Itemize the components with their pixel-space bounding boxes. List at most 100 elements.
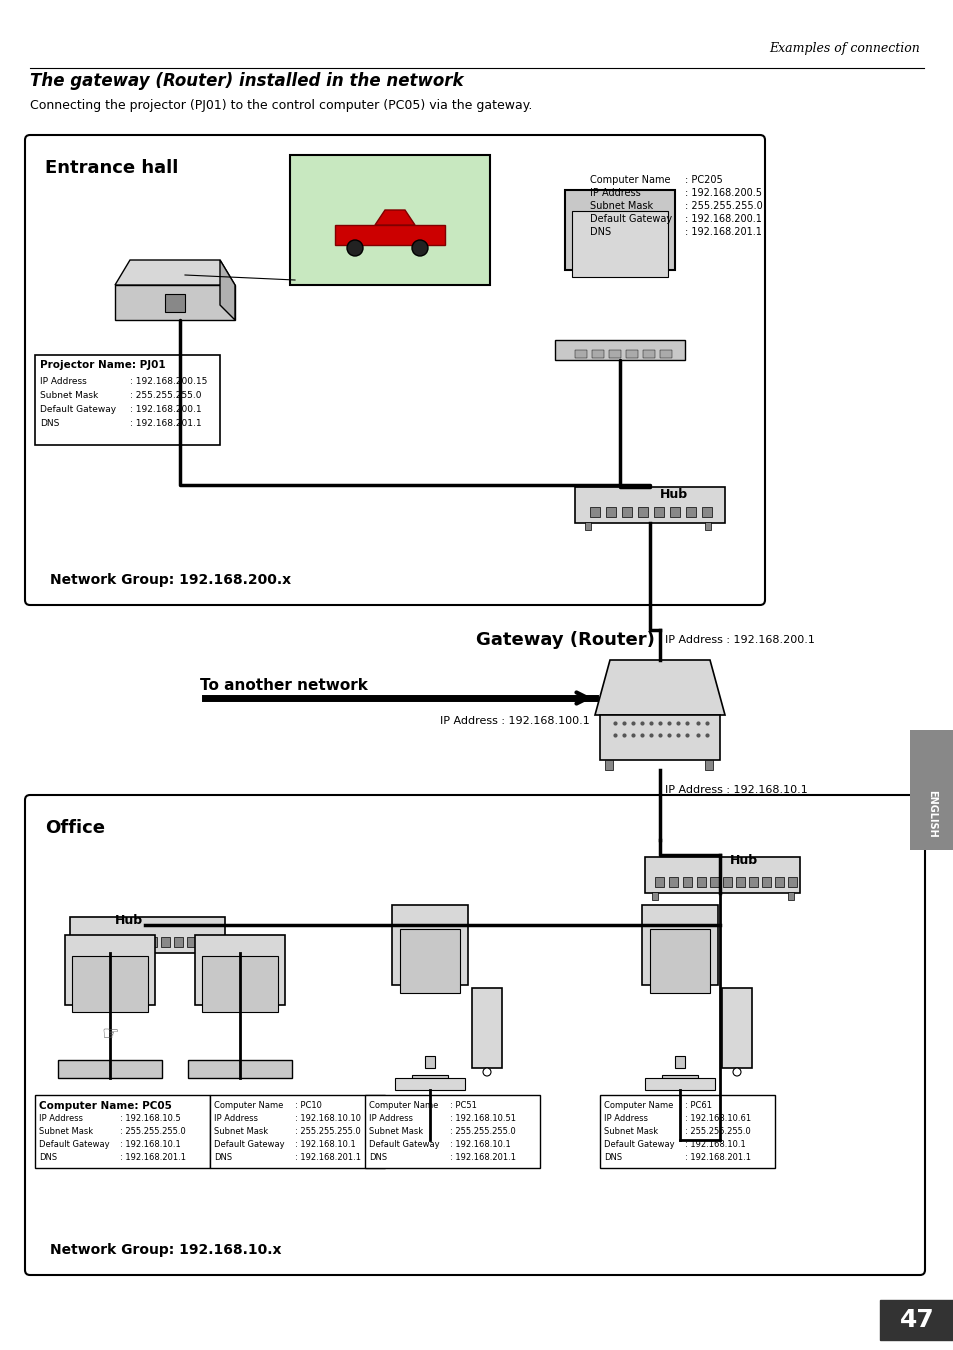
Text: IP Address : 192.168.10.1: IP Address : 192.168.10.1 (664, 784, 807, 795)
Circle shape (482, 1068, 491, 1076)
Polygon shape (115, 285, 234, 320)
Bar (555, 340, 684, 360)
Bar (685, 508, 696, 517)
Bar (787, 892, 793, 900)
Polygon shape (220, 261, 234, 320)
Bar (638, 508, 647, 517)
Bar (395, 1079, 464, 1089)
Bar (589, 508, 599, 517)
Bar (135, 937, 144, 946)
Text: : 192.168.201.1: : 192.168.201.1 (684, 227, 761, 238)
Text: Computer Name: PC05: Computer Name: PC05 (39, 1102, 172, 1111)
Polygon shape (115, 261, 234, 285)
Bar (621, 508, 631, 517)
Bar (599, 716, 720, 760)
Bar (71, 956, 148, 1012)
Text: Subnet Mask: Subnet Mask (369, 1127, 423, 1135)
Text: : 192.168.201.1: : 192.168.201.1 (684, 1153, 750, 1162)
Text: Computer Name: Computer Name (213, 1102, 283, 1110)
Bar (774, 878, 783, 887)
Text: DNS: DNS (369, 1153, 387, 1162)
Bar (575, 350, 586, 358)
Bar (187, 937, 195, 946)
Text: DNS: DNS (589, 227, 611, 238)
Circle shape (732, 1068, 740, 1076)
Text: IP Address: IP Address (589, 188, 640, 198)
Bar (213, 937, 222, 946)
Bar (909, 730, 953, 850)
Text: Computer Name: Computer Name (589, 176, 670, 185)
Bar (735, 878, 744, 887)
Bar (165, 294, 185, 312)
Bar (108, 937, 117, 946)
Text: : PC61: : PC61 (684, 1102, 711, 1110)
Bar (668, 878, 678, 887)
Text: IP Address : 192.168.200.1: IP Address : 192.168.200.1 (664, 634, 814, 645)
Text: Default Gateway: Default Gateway (40, 405, 116, 414)
Text: Office: Office (45, 819, 105, 837)
Bar (644, 1079, 714, 1089)
Text: 47: 47 (899, 1308, 933, 1332)
Text: DNS: DNS (40, 418, 59, 428)
Text: Subnet Mask: Subnet Mask (603, 1127, 658, 1135)
Text: Hub: Hub (659, 489, 687, 501)
Bar (669, 508, 679, 517)
Text: : 192.168.200.15: : 192.168.200.15 (130, 377, 207, 386)
Text: : 192.168.10.1: : 192.168.10.1 (294, 1139, 355, 1149)
Polygon shape (595, 660, 724, 716)
Bar (655, 878, 663, 887)
Text: : 255.255.255.0: : 255.255.255.0 (684, 1127, 750, 1135)
Bar (701, 508, 711, 517)
Text: Default Gateway: Default Gateway (213, 1139, 284, 1149)
Text: Hub: Hub (729, 853, 758, 867)
Text: Subnet Mask: Subnet Mask (213, 1127, 268, 1135)
Text: DNS: DNS (213, 1153, 232, 1162)
Bar (721, 988, 751, 1068)
Bar (879, 1300, 953, 1341)
Text: Entrance hall: Entrance hall (45, 159, 178, 177)
Text: : 192.168.10.1: : 192.168.10.1 (450, 1139, 510, 1149)
Text: : 192.168.10.51: : 192.168.10.51 (450, 1114, 516, 1123)
Text: Examples of connection: Examples of connection (768, 42, 919, 55)
Text: : 255.255.255.0: : 255.255.255.0 (130, 392, 201, 400)
Bar (58, 1060, 162, 1079)
Bar (651, 892, 658, 900)
Bar (70, 917, 225, 953)
Bar (604, 760, 613, 770)
Bar (472, 988, 501, 1068)
Bar (761, 878, 770, 887)
FancyBboxPatch shape (25, 135, 764, 605)
Text: : 255.255.255.0: : 255.255.255.0 (684, 201, 762, 211)
Bar (682, 878, 691, 887)
Bar (649, 929, 709, 994)
Text: Default Gateway: Default Gateway (603, 1139, 674, 1149)
Bar (194, 936, 285, 1004)
Text: Computer Name: Computer Name (369, 1102, 438, 1110)
Text: : 192.168.201.1: : 192.168.201.1 (294, 1153, 360, 1162)
FancyBboxPatch shape (25, 795, 924, 1274)
Bar (787, 878, 796, 887)
Bar (608, 350, 620, 358)
Bar (644, 857, 800, 892)
Bar (709, 878, 719, 887)
Text: IP Address : 192.168.100.1: IP Address : 192.168.100.1 (439, 716, 589, 726)
Bar (575, 487, 724, 522)
Text: Subnet Mask: Subnet Mask (40, 392, 98, 400)
Bar (188, 1060, 292, 1079)
Bar (80, 937, 89, 946)
Text: : 255.255.255.0: : 255.255.255.0 (120, 1127, 186, 1135)
Text: : 192.168.10.1: : 192.168.10.1 (684, 1139, 745, 1149)
Bar (642, 350, 655, 358)
Text: Default Gateway: Default Gateway (39, 1139, 110, 1149)
Circle shape (412, 240, 428, 256)
Bar (605, 508, 616, 517)
Text: Subnet Mask: Subnet Mask (589, 201, 653, 211)
Bar (399, 929, 459, 994)
Text: ENGLISH: ENGLISH (926, 790, 936, 838)
Text: : 192.168.201.1: : 192.168.201.1 (450, 1153, 516, 1162)
Text: : 192.168.200.1: : 192.168.200.1 (684, 215, 761, 224)
Bar (697, 878, 705, 887)
Text: : 192.168.10.1: : 192.168.10.1 (120, 1139, 180, 1149)
Text: Network Group: 192.168.10.x: Network Group: 192.168.10.x (50, 1243, 281, 1257)
Text: Computer Name: Computer Name (603, 1102, 673, 1110)
